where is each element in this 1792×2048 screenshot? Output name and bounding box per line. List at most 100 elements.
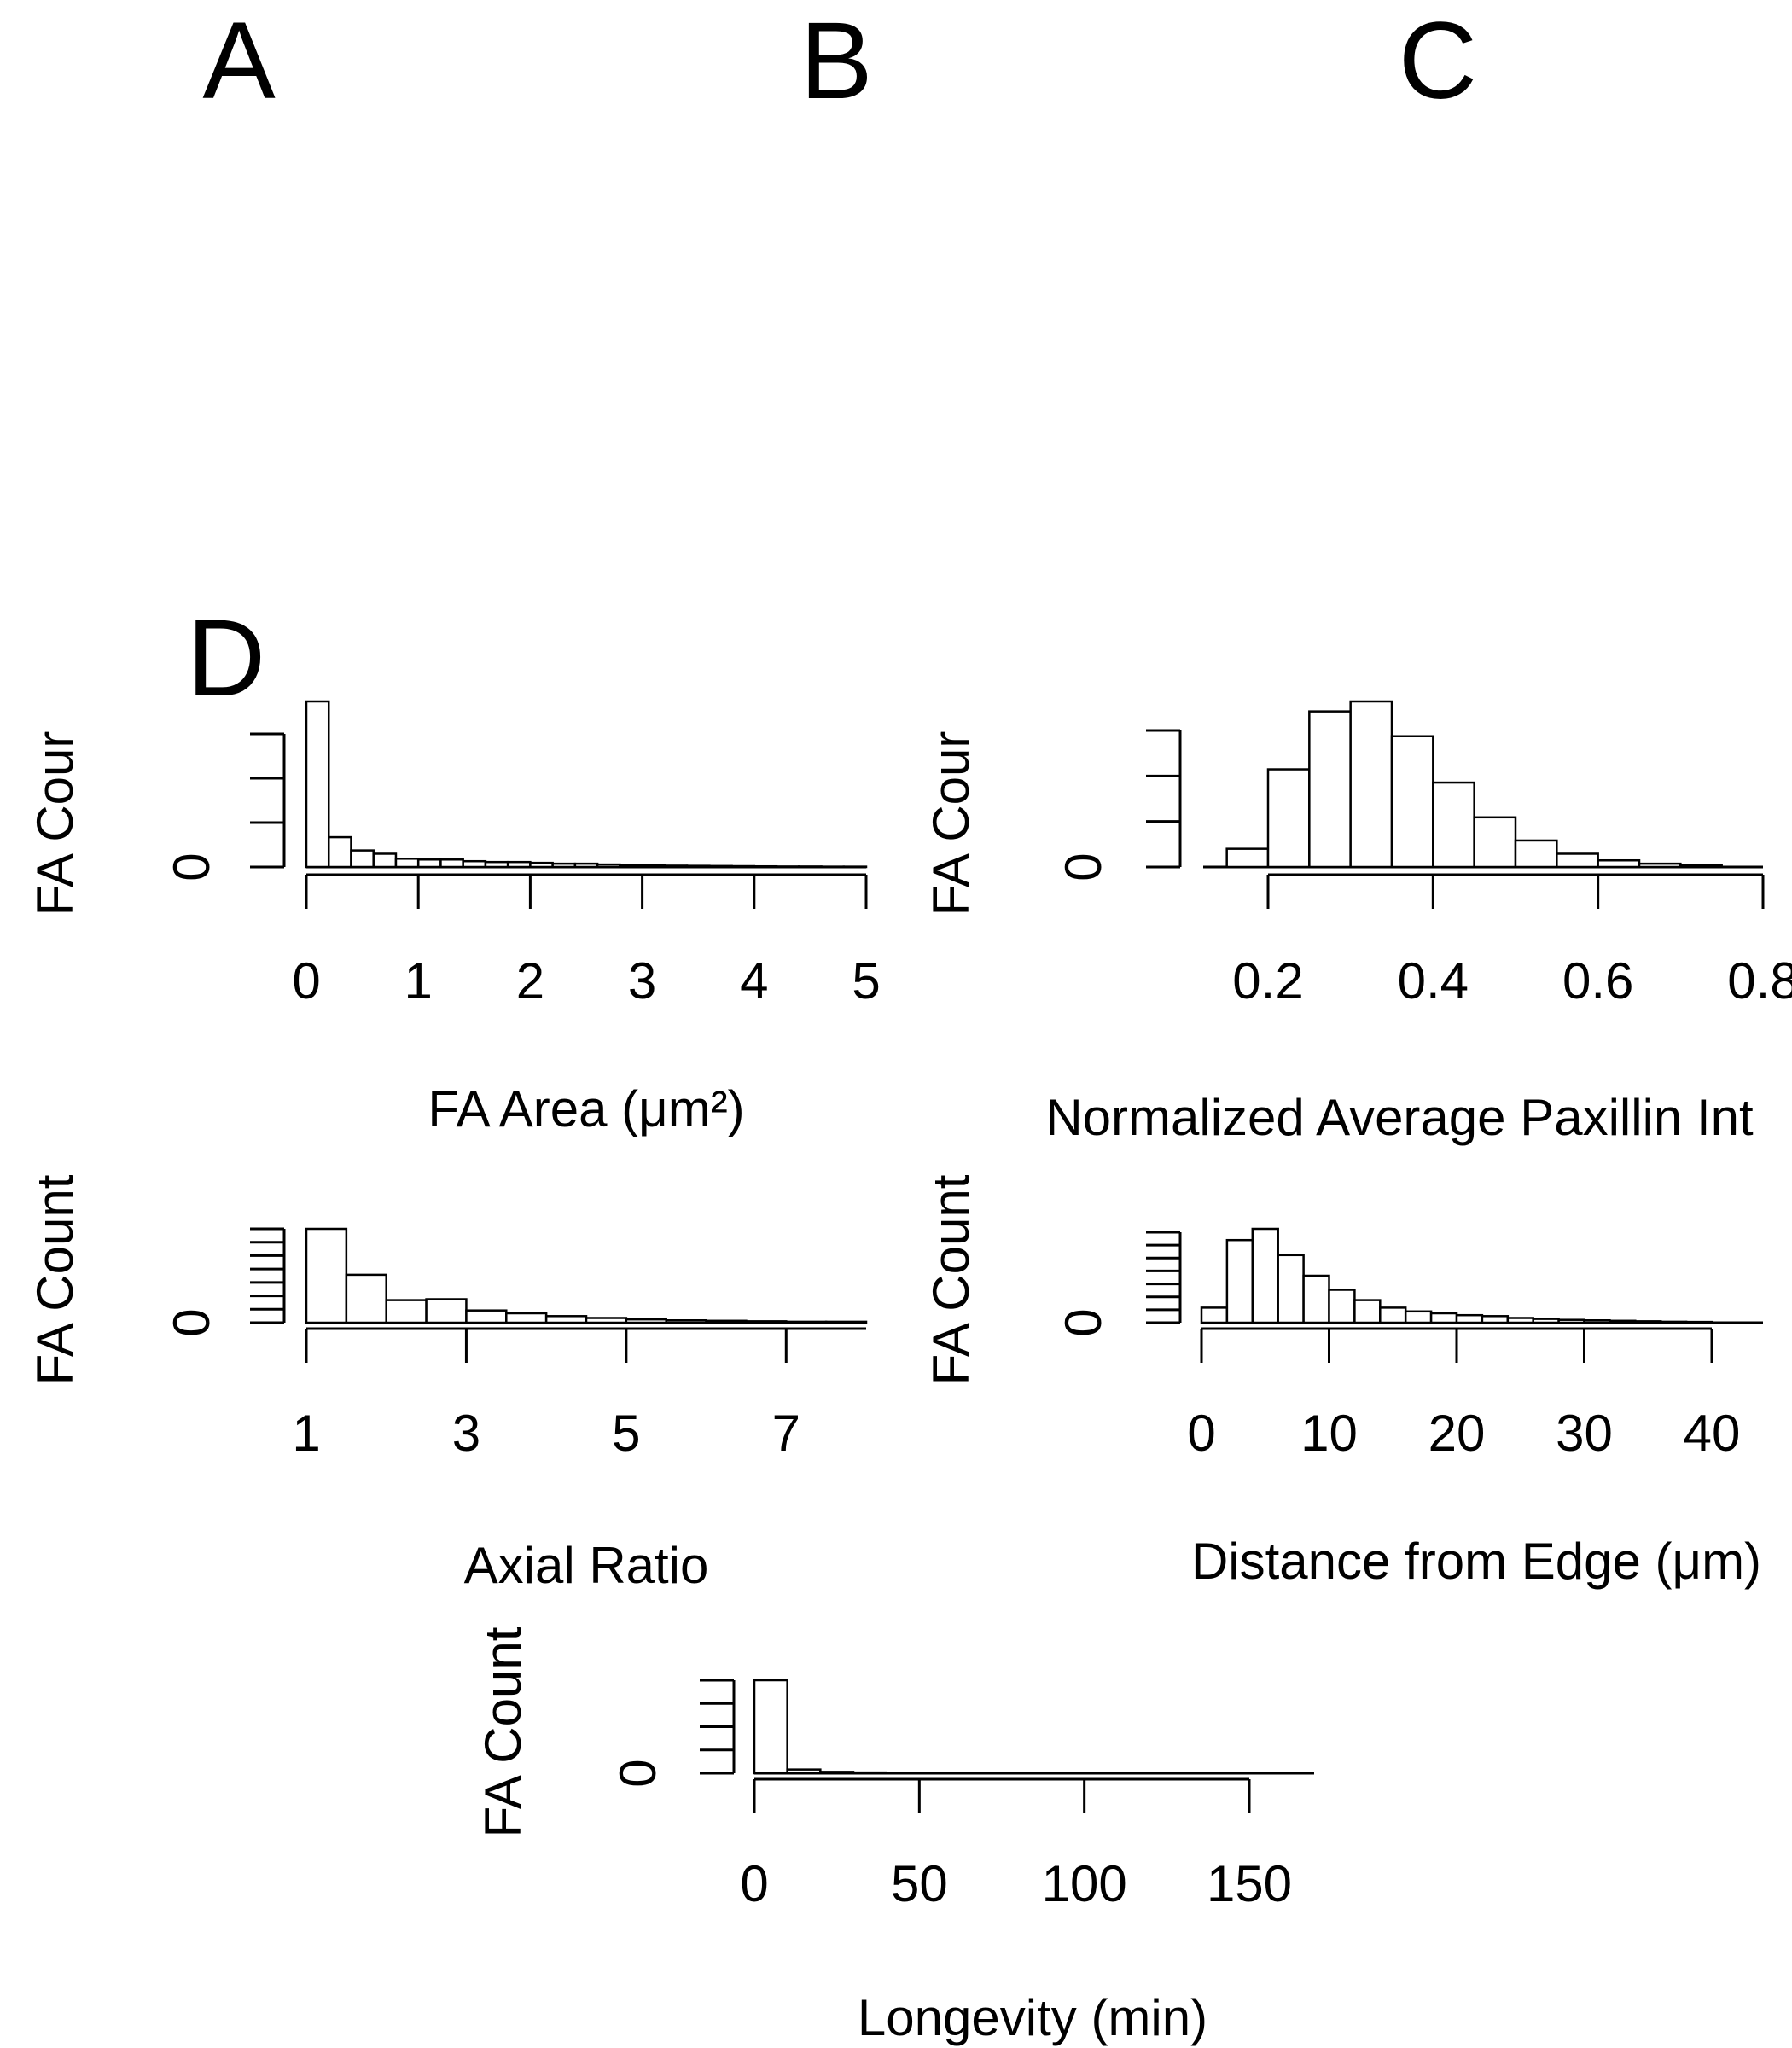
panel-label-d: D xyxy=(187,597,265,719)
histogram-bar xyxy=(506,860,532,869)
histogram-bar xyxy=(1251,1227,1279,1324)
histogram-bar xyxy=(1638,862,1682,869)
x-axis-label: Axial Ratio xyxy=(464,1537,709,1594)
histogram-bar xyxy=(745,1320,788,1324)
histogram-bar xyxy=(1225,1238,1254,1324)
histogram-bar xyxy=(305,1227,348,1324)
histogram-bar xyxy=(465,1309,508,1324)
y-axis-label: FA Count xyxy=(922,1174,980,1385)
x-tick-label: 5 xyxy=(852,952,880,1009)
histogram-bar xyxy=(798,865,823,869)
x-tick-label: 150 xyxy=(1207,1855,1292,1912)
x-tick-label: 4 xyxy=(740,952,768,1009)
histogram-bar xyxy=(1659,1320,1688,1324)
histogram-bar xyxy=(1328,1289,1356,1324)
histogram-bar xyxy=(663,864,689,869)
x-tick-label: 3 xyxy=(452,1405,480,1462)
histogram-bar xyxy=(345,1273,387,1324)
x-tick-label: 7 xyxy=(772,1405,800,1462)
histogram-bar xyxy=(551,862,577,869)
histogram-bar xyxy=(1432,781,1475,869)
histogram-bar xyxy=(1684,1320,1713,1324)
x-tick-label: 0.8 xyxy=(1727,952,1792,1009)
histogram-bar xyxy=(1481,1315,1510,1324)
histogram-bar xyxy=(1583,1319,1611,1324)
histogram-bar xyxy=(1390,735,1434,869)
histogram-bar xyxy=(708,864,733,869)
x-tick-label: 10 xyxy=(1300,1405,1358,1462)
histogram-bar xyxy=(1557,1318,1585,1324)
histogram-bar xyxy=(305,700,330,869)
histogram-bar xyxy=(1349,700,1393,869)
histogram-bar xyxy=(625,1318,667,1324)
x-axis-label: Normalized Average Paxillin Int xyxy=(1045,1089,1754,1146)
histogram-bar xyxy=(786,1768,822,1775)
x-tick-label: 40 xyxy=(1684,1405,1741,1462)
histogram-distance-from-edge: 0 10 20 30 40 0 FA Count Distance from Edge (μm… xyxy=(922,1174,1763,1590)
x-tick-label: 0 xyxy=(1187,1405,1215,1462)
x-tick-label: 0.2 xyxy=(1232,952,1303,1009)
histogram-bar xyxy=(1379,1306,1407,1324)
y-axis-label: FA Count xyxy=(474,1626,532,1837)
histogram-bar xyxy=(585,1317,628,1324)
histogram-bar xyxy=(685,864,711,869)
histogram-bar xyxy=(1404,1310,1433,1324)
histogram-bar xyxy=(372,852,398,869)
y-tick-label: 0 xyxy=(1055,1308,1112,1336)
x-tick-label: 3 xyxy=(628,952,656,1009)
histogram-bar xyxy=(1225,847,1270,869)
histogram-bar xyxy=(824,1320,868,1324)
histogram-bar xyxy=(819,1771,855,1775)
panel-label-b: B xyxy=(800,0,872,122)
x-axis-label: Distance from Edge (μm) xyxy=(1191,1533,1761,1590)
histogram-bar xyxy=(1597,858,1641,869)
histogram-bar xyxy=(1353,1299,1382,1324)
x-axis-label: Longevity (min) xyxy=(858,1989,1207,2046)
histogram-bar xyxy=(1455,1313,1484,1324)
histogram-bar xyxy=(327,835,352,869)
panel-label-c: C xyxy=(1399,0,1477,122)
histogram-bar xyxy=(1277,1254,1305,1324)
histogram-bar xyxy=(1429,1312,1458,1324)
histogram-bar xyxy=(665,1319,707,1324)
histogram-bar xyxy=(1634,1320,1662,1324)
x-tick-label: 50 xyxy=(891,1855,948,1912)
panel-label-a: A xyxy=(202,0,276,122)
histogram-bar xyxy=(1556,852,1599,869)
histogram-bar xyxy=(1302,1274,1330,1324)
x-tick-label: 0.4 xyxy=(1398,952,1469,1009)
y-tick-label: 0 xyxy=(609,1759,666,1787)
y-tick-label: 0 xyxy=(163,852,220,881)
histogram-bar xyxy=(596,863,621,869)
y-axis-label: FA Cour xyxy=(26,731,84,916)
histogram-fa-area: 0 1 2 3 4 5 0 FA Cour FA Area (μm²) xyxy=(26,700,881,1137)
histogram-bar xyxy=(885,1772,921,1775)
histogram-bar xyxy=(462,859,487,869)
x-tick-label: 0 xyxy=(740,1855,768,1912)
histogram-bar xyxy=(619,864,643,869)
histogram-bar xyxy=(785,1320,828,1324)
histogram-bar xyxy=(1473,816,1517,869)
y-axis-label: FA Count xyxy=(26,1174,84,1385)
x-tick-label: 30 xyxy=(1556,1405,1613,1462)
x-tick-label: 100 xyxy=(1042,1855,1127,1912)
histogram-axial-ratio: 1 3 5 7 0 FA Count Axial Ratio xyxy=(26,1174,868,1594)
histogram-bar xyxy=(484,860,509,869)
y-tick-label: 0 xyxy=(163,1308,220,1336)
x-tick-label: 1 xyxy=(404,952,433,1009)
histogram-bar xyxy=(1679,864,1723,869)
y-tick-label: 0 xyxy=(1055,852,1112,881)
histogram-bar xyxy=(1200,1306,1229,1324)
histogram-bar xyxy=(753,864,778,869)
histogram-bar xyxy=(1609,1319,1637,1324)
histogram-bar xyxy=(573,862,599,869)
histogram-paxillin-intensity: 0.2 0.4 0.6 0.8 0 FA Cour Normalized Average P… xyxy=(922,700,1792,1146)
histogram-bar xyxy=(544,1315,588,1324)
histogram-longevity: 0 50 100 150 0 FA Count Longevity (min) xyxy=(474,1626,1314,2046)
x-tick-label: 0.6 xyxy=(1562,952,1633,1009)
x-tick-label: 5 xyxy=(612,1405,640,1462)
x-axis-label: FA Area (μm²) xyxy=(428,1080,744,1137)
histogram-bar xyxy=(505,1312,548,1324)
histogram-bar xyxy=(439,858,464,869)
